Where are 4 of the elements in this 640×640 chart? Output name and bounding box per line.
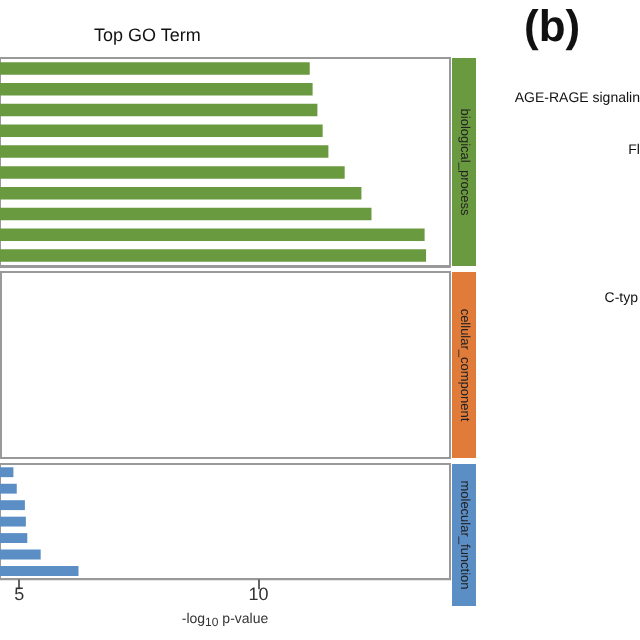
x-tick-label: 10 [248, 584, 269, 605]
chart-title: Top GO Term [94, 25, 201, 45]
text: (b) [524, 1, 581, 51]
x-tick-label: 5 [14, 584, 25, 605]
